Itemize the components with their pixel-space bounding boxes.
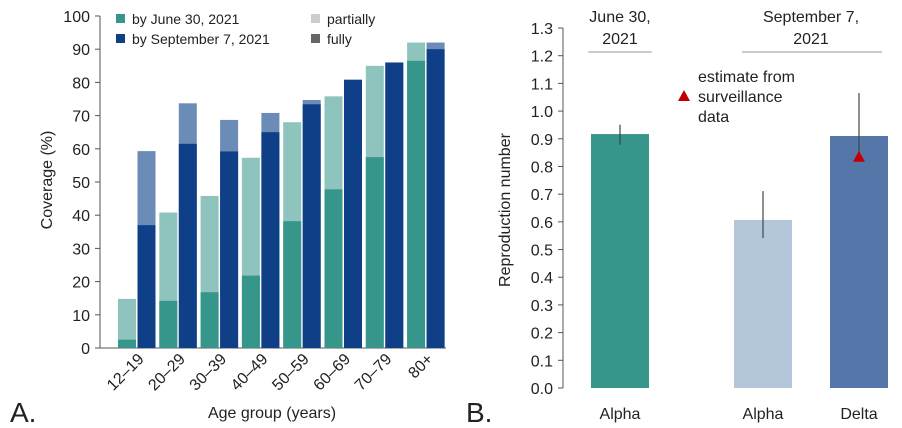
panel-a-x-tick-label: 80+ [405,351,436,382]
panel-b-annotation: estimate from surveillance data [678,69,795,126]
panel-b-group-titles: June 30, 2021 September 7, 2021 [588,9,882,53]
reproduction-bar [734,219,792,388]
panel-b-y-tick-label: 1.1 [531,76,553,93]
legend-swatch-partially [311,14,320,23]
bar-fully [407,60,426,348]
panel-a-x-tick-label: 60–69 [311,351,355,395]
panel-a-label: A. [10,397,36,428]
panel-a-y-tick-label: 20 [72,275,90,292]
legend-label-september: by September 7, 2021 [132,31,270,47]
bar-fully [283,221,302,348]
panel-a-y-tick-label: 40 [72,208,90,225]
legend-label-partially: partially [327,11,375,27]
panel-b-y-tick-label: 0.6 [531,215,553,232]
panel-a-y-tick-label: 30 [72,241,90,258]
reproduction-bar [830,136,888,388]
bar-fully [137,225,156,348]
panel-b-bars: Alpha Alpha Delta [591,93,888,423]
panel-a-y-tick-label: 90 [72,42,90,59]
group-title-line: September 7, [763,9,859,26]
panel-a-y-tick-label: 60 [72,142,90,159]
panel-b-x-tick-label: Alpha [743,406,784,423]
panel-b-y-tick-label: 0.7 [531,187,553,204]
annotation-text-line: surveillance [698,89,783,106]
panel-a-y-tick-label: 50 [72,175,90,192]
panel-b-y-tick-label: 0.2 [531,326,553,343]
panel-b-y-tick-label: 1.3 [531,21,553,38]
bar-partially [118,298,136,348]
bar-fully [220,151,239,348]
panel-b-x-tick-label: Delta [840,406,877,423]
annotation-text-line: estimate from [698,69,795,86]
panel-b-y-tick-label: 1.2 [531,49,553,66]
panel-a-x-tick-label: 50–59 [269,351,313,395]
panel-b-y-tick-label: 0.1 [531,353,553,370]
bar-fully [118,339,136,348]
panel-a-y-axis-label: Coverage (%) [39,131,56,230]
panel-a-x-tick-label: 40–49 [228,351,272,395]
panel-b-y-axis: 0.0 0.1 0.2 0.3 0.4 0.5 0.6 0.7 0.8 0.9 1.0 1.1 1.2 1… [531,21,564,398]
legend-swatch-june [116,14,125,23]
reproduction-bar [591,134,649,388]
panel-a-x-tick-label: 20–29 [145,351,189,395]
panel-b-y-tick-label: 0.9 [531,132,553,149]
panel-a-chart: 0 10 20 30 40 50 60 70 80 90 100 12–1920–2930–3940… [10,9,446,428]
panel-a-x-axis-label: Age group (years) [208,405,336,422]
panel-a-y-tick-label: 100 [63,9,90,26]
legend-label-june: by June 30, 2021 [132,11,240,27]
bar-fully [200,292,219,348]
panel-b-chart: 0.0 0.1 0.2 0.3 0.4 0.5 0.6 0.7 0.8 0.9 1.0 1.1 1.2 1… [466,9,888,428]
legend-label-fully: fully [327,31,352,47]
panel-a-x-tick-label: 70–79 [352,351,396,395]
bar-fully [159,300,178,348]
panel-a-y-tick-label: 0 [81,341,90,358]
bar-fully [178,143,197,348]
panel-a-legend: by June 30, 2021 by September 7, 2021 part… [116,11,375,47]
panel-b-y-tick-label: 0.8 [531,159,553,176]
panel-b-y-axis-label: Reproduction number [497,132,514,287]
panel-a-y-tick-label: 80 [72,75,90,92]
legend-swatch-september [116,34,125,43]
annotation-text-line: data [698,109,729,126]
bar-fully [261,132,280,348]
panel-a-x-tick-label: 30–39 [187,351,231,395]
bar-fully [302,104,321,348]
bar-fully [385,62,404,348]
panel-b-y-tick-label: 0.3 [531,298,553,315]
panel-b-label: B. [466,397,492,428]
bar-fully [365,157,384,348]
panel-a-y-tick-label: 70 [72,109,90,126]
surveillance-estimate-marker [853,150,865,162]
legend-swatch-fully [311,34,320,43]
group-title-line: June 30, [589,9,650,26]
bar-fully [324,189,343,348]
panel-a-x-tick-label: 12–19 [104,351,148,395]
bar-fully [426,49,445,348]
panel-b-y-tick-label: 0.5 [531,243,553,260]
panel-b-y-tick-label: 0.0 [531,381,553,398]
bar-fully [344,79,362,348]
bar-fully [241,275,260,348]
panel-b-y-tick-label: 1.0 [531,104,553,121]
panel-a-y-tick-label: 10 [72,308,90,325]
annotation-marker [678,90,690,101]
panel-b-x-tick-label: Alpha [600,406,641,423]
panel-a-bars [118,42,445,349]
panel-b-y-tick-label: 0.4 [531,270,553,287]
group-title-line: 2021 [793,31,829,48]
group-title-line: 2021 [602,31,638,48]
